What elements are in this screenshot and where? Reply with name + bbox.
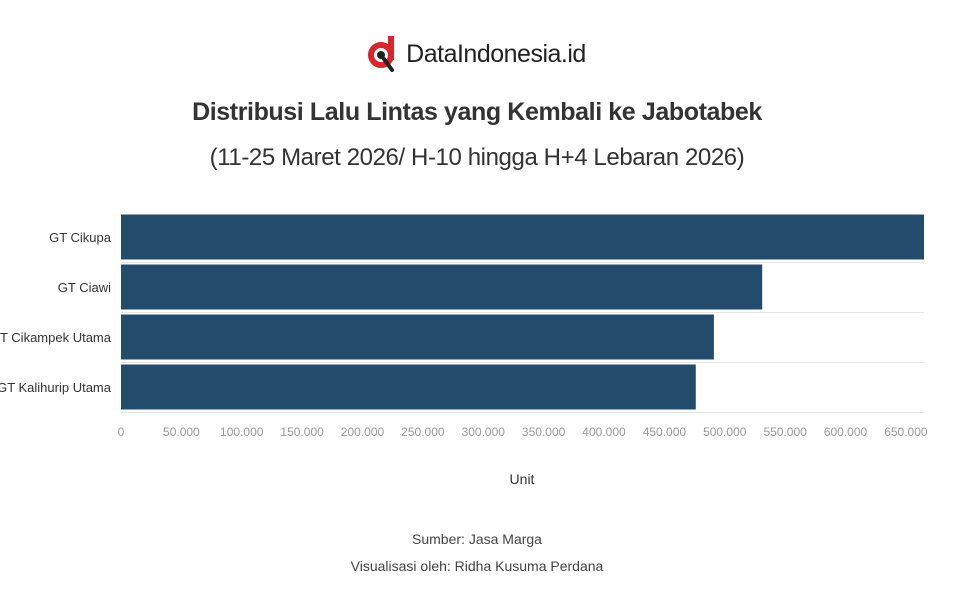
x-tick-label: 200.000 bbox=[341, 425, 385, 439]
brand-name: DataIndonesia.id bbox=[406, 39, 586, 68]
x-tick-label: 100.000 bbox=[220, 425, 264, 439]
bar bbox=[121, 364, 696, 410]
x-tick-label: 0 bbox=[118, 425, 125, 439]
x-tick-label: 300.000 bbox=[462, 425, 506, 439]
bars bbox=[121, 214, 924, 410]
x-tick-label: 400.000 bbox=[582, 425, 626, 439]
source-note: Sumber: Jasa Marga bbox=[412, 531, 542, 547]
x-tick-label: 550.000 bbox=[763, 425, 807, 439]
x-tick-label: 250.000 bbox=[401, 425, 445, 439]
dataindonesia-logo-icon bbox=[368, 36, 395, 72]
chart-title: Distribusi Lalu Lintas yang Kembali ke J… bbox=[192, 98, 762, 126]
category-labels: GT Cikupa GT Ciawi GT Cikampek Utama GT Kal… bbox=[0, 230, 112, 395]
x-axis-ticks: 0 50.000 100.000 150.000 200.000 250.000 300.0… bbox=[118, 425, 928, 439]
x-tick-label: 500.000 bbox=[703, 425, 747, 439]
x-tick-label: 150.000 bbox=[280, 425, 324, 439]
chart-subtitle: (11-25 Maret 2026/ H-10 hingga H+4 Lebar… bbox=[209, 144, 745, 171]
x-tick-label: 600.000 bbox=[824, 425, 868, 439]
bar bbox=[121, 264, 763, 310]
x-tick-label: 50.000 bbox=[163, 425, 200, 439]
category-label: GT Cikampek Utama bbox=[0, 330, 112, 345]
grid-lines bbox=[121, 262, 924, 413]
x-tick-label: 450.000 bbox=[643, 425, 687, 439]
visualization-credit: Visualisasi oleh: Ridha Kusuma Perdana bbox=[350, 558, 604, 574]
bar-chart: GT Cikupa GT Ciawi GT Cikampek Utama GT Kal… bbox=[0, 214, 928, 487]
category-label: GT Ciawi bbox=[58, 280, 111, 295]
x-tick-label: 350.000 bbox=[522, 425, 566, 439]
brand: DataIndonesia.id bbox=[0, 34, 954, 74]
bar bbox=[121, 214, 924, 260]
x-axis-label: Unit bbox=[510, 471, 535, 487]
category-label: GT Kalihurip Utama bbox=[0, 380, 112, 395]
bar bbox=[121, 314, 714, 360]
category-label: GT Cikupa bbox=[49, 230, 112, 245]
x-tick-label: 650.000 bbox=[884, 425, 928, 439]
